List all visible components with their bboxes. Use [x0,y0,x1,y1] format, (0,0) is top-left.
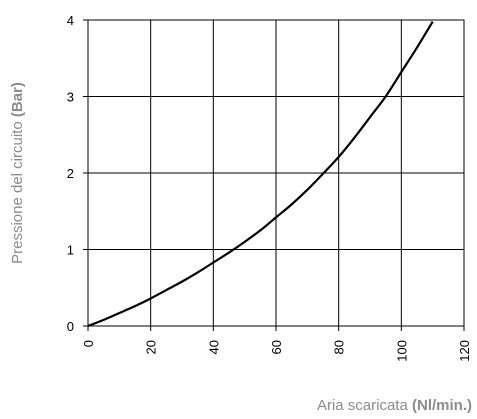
y-tick-label: 1 [67,243,74,258]
x-tick-label: 120 [457,340,472,362]
x-tick-label: 60 [269,340,284,354]
y-tick-label: 4 [67,13,74,28]
y-tick-label: 0 [67,319,74,334]
x-tick-label: 40 [206,340,221,354]
x-tick-label: 20 [144,340,159,354]
grid [87,19,465,327]
y-tick-label: 3 [67,90,74,105]
y-tick-label: 2 [67,166,74,181]
x-tick-labels: 0 20 40 60 80 100 120 [81,340,472,362]
x-tick-label: 80 [332,340,347,354]
x-tick-label: 100 [394,340,409,362]
x-axis-label: Aria scaricata (Nl/min.) [317,397,472,414]
x-tick-label: 0 [81,340,96,347]
series [87,20,434,328]
plot-frame [83,19,465,331]
y-axis-label: Pressione del circuito (Bar) [9,82,26,264]
y-tick-labels: 0 1 2 3 4 [67,13,74,334]
series-line [87,20,434,328]
